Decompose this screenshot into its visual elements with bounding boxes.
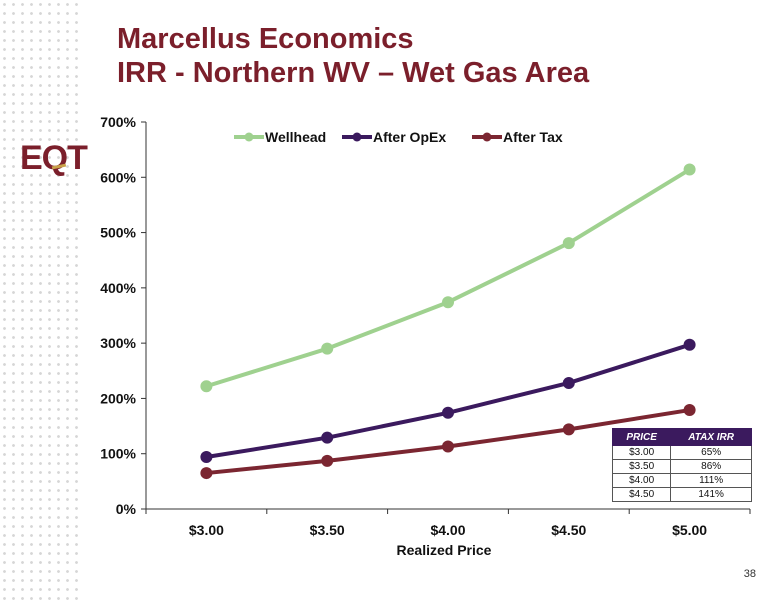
y-tick-label: 300%: [100, 335, 136, 351]
y-tick-label: 700%: [100, 114, 136, 130]
logo-text: EQT: [20, 139, 88, 177]
x-tick-label: $4.00: [430, 522, 465, 538]
y-tick-label: 100%: [100, 446, 136, 462]
wellhead-legend-label: Wellhead: [265, 129, 326, 145]
y-tick-label: 600%: [100, 169, 136, 185]
page-number: 38: [743, 568, 756, 580]
table-header-row: PRICE ATAX IRR: [611, 428, 752, 446]
y-tick-label: 200%: [100, 390, 136, 406]
wellhead-data-point: [442, 296, 454, 309]
atax-irr-table: PRICE ATAX IRR $3.00 65% $3.50 86% $4.00…: [611, 428, 752, 502]
after-opex-data-point: [442, 406, 454, 419]
wellhead-data-point: [321, 342, 334, 355]
after-opex-data-point: [321, 431, 334, 444]
x-tick-label: $3.00: [189, 522, 224, 538]
after-tax-data-point: [442, 440, 454, 453]
y-tick-label: 400%: [100, 280, 136, 296]
after-tax-legend-label: After Tax: [503, 129, 563, 145]
x-axis-title: Realized Price: [397, 542, 492, 558]
table-cell-irr: 141%: [670, 487, 752, 502]
table-cell-irr: 111%: [670, 473, 752, 488]
title-line-2: IRR - Northern WV – Wet Gas Area: [117, 57, 590, 89]
after-opex-data-point: [200, 451, 213, 464]
table-header-atax-irr: ATAX IRR: [670, 428, 752, 446]
x-tick-label: $3.50: [310, 522, 345, 538]
table-cell-price: $4.50: [611, 487, 672, 502]
x-tick-label: $5.00: [672, 522, 707, 538]
table-cell-irr: 86%: [670, 459, 752, 474]
wellhead-legend-marker: [244, 132, 254, 142]
after-opex-data-point: [562, 376, 575, 389]
table-cell-irr: 65%: [670, 445, 752, 460]
y-tick-label: 0%: [116, 501, 137, 517]
after-tax-data-point: [683, 404, 696, 417]
table-header-price: PRICE: [611, 428, 672, 446]
title-line-1: Marcellus Economics: [117, 23, 414, 55]
page-title: Marcellus Economics IRR - Northern WV – …: [117, 22, 589, 90]
eqt-logo: EQT: [20, 139, 88, 178]
table-row: $4.00 111%: [611, 473, 752, 488]
after-tax-data-point: [562, 423, 575, 436]
after-opex-legend-marker: [352, 132, 362, 142]
y-tick-label: 500%: [100, 225, 136, 241]
table-row: $3.50 86%: [611, 459, 752, 474]
table-cell-price: $4.00: [611, 473, 672, 488]
dot-pattern-decoration: [0, 0, 84, 600]
after-tax-data-point: [321, 454, 334, 467]
table-cell-price: $3.00: [611, 445, 672, 460]
wellhead-data-point: [200, 380, 213, 393]
table-row: $3.00 65%: [611, 445, 752, 460]
wellhead-series-line: [205, 167, 691, 389]
wellhead-data-point: [683, 163, 696, 176]
wellhead-data-point: [562, 237, 575, 250]
after-opex-legend-label: After OpEx: [373, 129, 446, 145]
after-opex-data-point: [683, 338, 696, 351]
x-tick-label: $4.50: [551, 522, 586, 538]
table-row: $4.50 141%: [611, 487, 752, 502]
after-tax-data-point: [200, 467, 213, 480]
after-tax-legend-marker: [482, 132, 492, 142]
table-cell-price: $3.50: [611, 459, 672, 474]
